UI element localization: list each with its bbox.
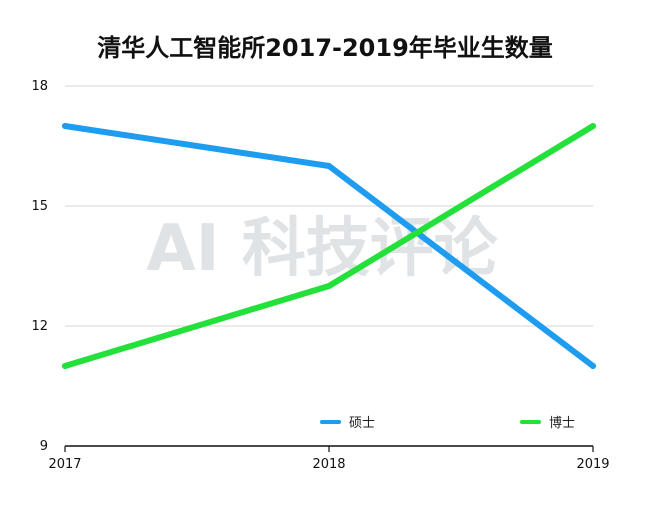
data-point-博士-2017: [62, 363, 68, 369]
chart-title: 清华人工智能所2017-2019年毕业生数量: [97, 34, 553, 62]
axis-layer: 9 12 15 18 2017 2018 2019: [31, 79, 609, 472]
data-point-博士-2019: [590, 123, 596, 129]
x-tick-label-2019: 2019: [576, 457, 609, 472]
x-tick-label-2018: 2018: [312, 457, 345, 472]
data-point-硕士-2018: [326, 163, 332, 169]
legend-label-硕士: 硕士: [349, 416, 375, 431]
watermark: AI 科技评论: [146, 212, 499, 286]
watermark-text: AI 科技评论: [146, 212, 499, 286]
y-tick-label-18: 18: [31, 79, 48, 94]
legend-label-博士: 博士: [549, 416, 575, 431]
x-tick-label-2017: 2017: [48, 457, 81, 472]
legend: 硕士 博士: [320, 416, 575, 431]
data-point-硕士-2019: [590, 363, 596, 369]
y-tick-label-15: 15: [31, 199, 48, 214]
series-layer: [62, 123, 596, 369]
data-point-硕士-2017: [62, 123, 68, 129]
y-tick-label-12: 12: [31, 319, 48, 334]
y-tick-label-9: 9: [40, 439, 48, 454]
data-point-博士-2018: [326, 283, 332, 289]
